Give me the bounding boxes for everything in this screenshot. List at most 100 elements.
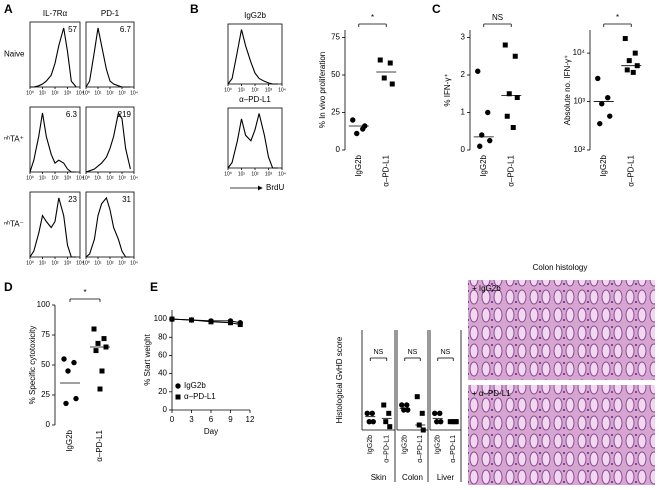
x-tick-label: α–PD-L1 (450, 435, 457, 463)
point (487, 137, 493, 144)
point (97, 386, 103, 392)
x-tick-label: α–PD-L1 (506, 154, 515, 186)
x-tick-label: 10⁴ (130, 175, 138, 181)
y-tick-label: 50 (41, 360, 50, 369)
point (370, 418, 376, 425)
annotation: 31 (122, 195, 131, 204)
x-tick-label: 10⁰ (26, 175, 34, 181)
point (73, 395, 79, 402)
point (624, 67, 630, 73)
histogram-curve (85, 111, 131, 173)
point (95, 340, 101, 346)
point (504, 113, 510, 119)
point (208, 319, 214, 325)
y-tick-label: 3 (461, 33, 466, 42)
y-tick-label: 25 (41, 390, 50, 399)
x-tick-label: IgG2b (402, 435, 409, 454)
y-tick-label: 0 (46, 420, 51, 429)
x-tick-label: IgG2b (65, 429, 74, 451)
panel-label: D (4, 280, 13, 294)
point (607, 113, 613, 119)
point (399, 402, 405, 408)
point (366, 418, 372, 425)
x-tick-label: 9 (228, 415, 233, 424)
x-tick-label: 10³ (64, 175, 72, 181)
significance: * (616, 13, 619, 22)
point (228, 320, 233, 326)
x-axis-label: Day (204, 427, 218, 436)
point (381, 402, 387, 408)
significance: NS (374, 349, 384, 356)
point (65, 368, 71, 374)
point (404, 402, 410, 408)
x-tick-label: 10¹ (94, 90, 102, 96)
y-tick-label: 2 (461, 70, 466, 79)
significance: NS (441, 349, 451, 356)
point (595, 75, 601, 82)
point (61, 356, 67, 362)
y-tick-label: 10³ (573, 97, 585, 106)
histogram-curve (85, 196, 131, 258)
point (350, 117, 356, 123)
y-tick-label: 10⁴ (573, 48, 586, 57)
point (512, 53, 518, 59)
annotation: 6.3 (66, 110, 78, 119)
x-tick-label: 10⁴ (278, 171, 286, 177)
significance: NS (408, 349, 418, 356)
point (354, 130, 360, 137)
point (91, 326, 97, 332)
x-tick-label: 10² (251, 87, 259, 93)
x-tick-label: 0 (170, 415, 175, 424)
x-tick-label: 10¹ (238, 171, 246, 177)
point (419, 410, 425, 416)
y-tick-label: 25 (331, 108, 340, 117)
point (420, 427, 426, 433)
x-tick-label: 10⁰ (82, 175, 90, 181)
group-label: Colon (402, 473, 423, 482)
point (506, 91, 512, 97)
x-tick-label: 10⁰ (224, 87, 232, 93)
point (101, 336, 107, 342)
image-title: Colon histology (533, 263, 588, 272)
legend-marker (175, 383, 181, 389)
point (383, 419, 389, 425)
point (475, 68, 481, 74)
column-title: IL-7Rα (43, 9, 68, 18)
y-axis-label: % Start weight (143, 333, 152, 385)
point (386, 410, 392, 416)
x-tick-label: 10⁴ (76, 175, 84, 181)
x-tick-label: 10⁰ (82, 90, 90, 96)
column-title: α–PD-L1 (239, 95, 271, 104)
y-tick-label: 75 (331, 33, 340, 42)
histogram-curve (29, 112, 77, 173)
y-tick-label: 0 (163, 405, 168, 414)
x-tick-label: IgG2b (354, 154, 363, 176)
x-tick-label: IgG2b (599, 154, 608, 176)
x-tick-label: 6 (209, 415, 214, 424)
x-tick-label: IgG2b (479, 154, 488, 176)
x-tick-label: 10⁴ (278, 87, 286, 93)
y-axis-label: % Specific cytotoxicity (28, 326, 37, 405)
row-label: ⁿʰTA⁻ (4, 220, 24, 229)
x-tick-label: 10⁰ (82, 260, 90, 266)
point (387, 424, 393, 430)
histology-image (468, 280, 655, 380)
x-tick-label: 10⁰ (26, 260, 34, 266)
point (510, 125, 516, 130)
x-tick-label: 10² (51, 260, 59, 266)
group-label: Liver (437, 473, 455, 482)
point (381, 75, 387, 81)
x-tick-label: 10⁴ (76, 260, 84, 266)
y-tick-label: 0 (336, 145, 341, 154)
x-tick-label: 10¹ (94, 175, 102, 181)
y-tick-label: 10² (573, 145, 585, 154)
point (599, 101, 605, 107)
histology-image (468, 385, 655, 485)
annotation: 57 (68, 25, 77, 34)
x-tick-label: 10³ (118, 90, 126, 96)
x-tick-label: 10¹ (39, 260, 47, 266)
panel-label: A (4, 2, 13, 16)
point (63, 400, 69, 407)
point (387, 60, 393, 66)
